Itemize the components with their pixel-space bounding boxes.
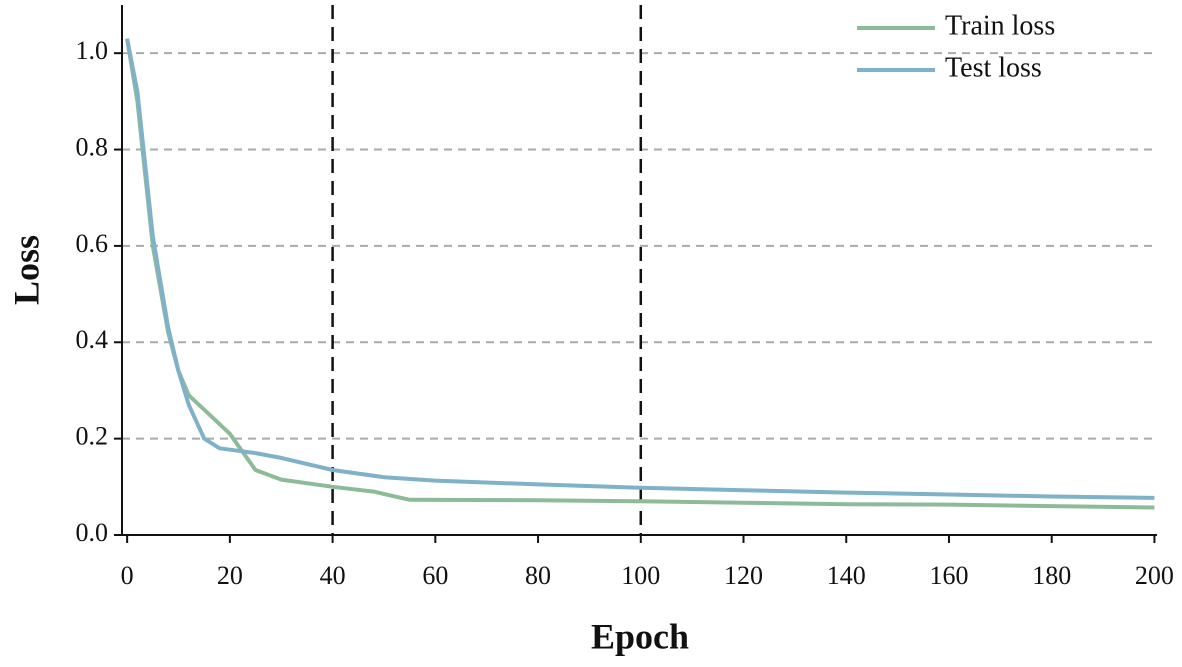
y-tick-label: 0.8 [76,133,109,162]
x-axis-title: Epoch [591,616,689,656]
series-line [125,38,1155,500]
y-tick-label: 0.2 [76,422,109,451]
x-tick-label: 60 [422,561,448,590]
x-tick-label: 20 [217,561,243,590]
x-tick-label: 100 [621,561,660,590]
y-tick-label: 0.0 [76,518,109,547]
x-tick-label: 140 [827,561,866,590]
x-tick-label: 80 [525,561,551,590]
x-tick-label: 200 [1135,561,1174,590]
x-tick-label: 0 [121,561,134,590]
y-tick-label: 0.6 [76,229,109,258]
x-tick-label: 180 [1032,561,1071,590]
x-tick-label: 120 [724,561,763,590]
x-tick-label: 40 [320,561,346,590]
y-tick-label: 0.4 [76,325,109,354]
y-tick-label: 1.0 [76,36,109,65]
legend-label: Test loss [945,52,1042,83]
x-tick-label: 160 [929,561,968,590]
legend-label: Train loss [945,10,1055,41]
y-axis-title: Loss [6,235,46,305]
